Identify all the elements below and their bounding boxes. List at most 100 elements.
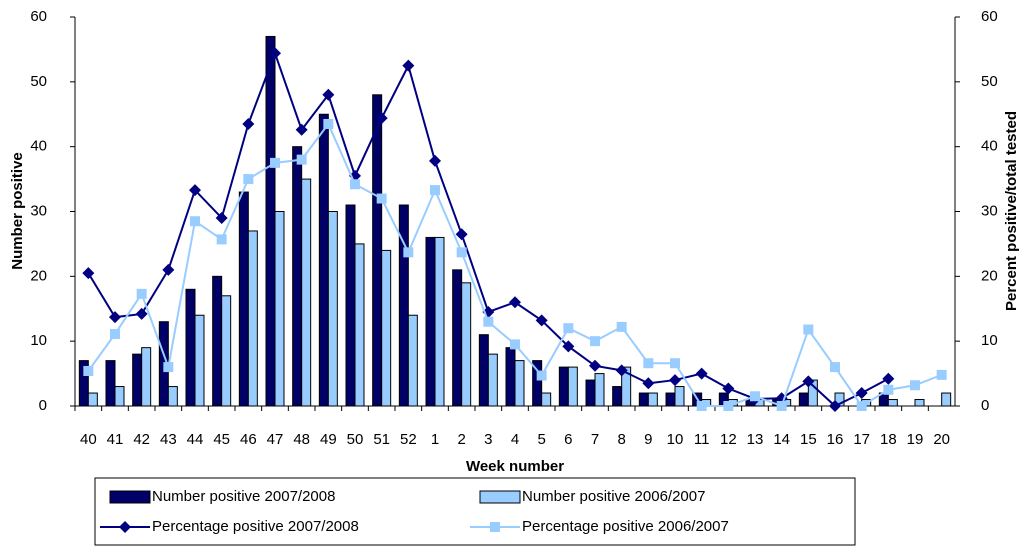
y-tick-label: 50 [30, 73, 47, 90]
point [590, 336, 600, 347]
bar [372, 94, 383, 407]
y2-tick-label: 30 [981, 202, 998, 219]
point [269, 47, 281, 60]
bar [612, 386, 623, 407]
point [162, 263, 175, 276]
point [643, 358, 654, 369]
x-tick-label: 2 [457, 431, 465, 448]
x-tick-label: 6 [564, 431, 572, 448]
bar [78, 360, 89, 407]
x-axis-label: Week number [466, 458, 564, 475]
x-tick-label: 8 [617, 431, 625, 448]
point [376, 193, 387, 204]
bar [674, 386, 685, 407]
bar [505, 347, 516, 407]
bar [914, 399, 925, 407]
x-tick-label: 13 [747, 431, 764, 448]
y-axis-label: Number positive [9, 152, 26, 270]
point [402, 59, 415, 72]
x-tick-label: 14 [773, 431, 790, 448]
bar [247, 230, 258, 407]
x-tick-label: 43 [160, 431, 177, 448]
point [563, 323, 574, 334]
bar [478, 334, 489, 407]
point [642, 377, 655, 390]
point [82, 267, 95, 280]
point [830, 362, 840, 373]
bar [345, 204, 356, 407]
x-tick-label: 50 [347, 431, 364, 448]
point [483, 316, 494, 327]
x-tick-label: 5 [537, 431, 545, 448]
point [616, 321, 627, 332]
bar [105, 360, 116, 407]
bar [221, 295, 232, 407]
point [696, 401, 707, 411]
point [323, 118, 334, 129]
bar [318, 113, 329, 407]
y-tick-label: 0 [39, 397, 47, 414]
bar [647, 392, 658, 407]
x-tick-label: 49 [320, 431, 337, 448]
point [615, 364, 628, 377]
point [855, 387, 868, 400]
x-tick-label: 40 [80, 431, 97, 448]
bar [381, 249, 392, 407]
x-tick-label: 17 [853, 431, 870, 448]
y2-axis-label: Percent positive/total tested [1003, 111, 1020, 311]
y2-tick-label: 60 [981, 8, 998, 25]
bar [514, 360, 525, 407]
point [350, 179, 360, 190]
point [829, 400, 841, 412]
point [295, 123, 308, 136]
x-tick-label: 45 [213, 431, 230, 448]
bar [167, 386, 178, 407]
y2-tick-label: 50 [981, 73, 998, 90]
bar [301, 178, 312, 407]
legend-box [94, 477, 856, 546]
point [215, 211, 228, 224]
bar [487, 353, 498, 407]
legend-swatch [109, 490, 151, 504]
point [189, 184, 201, 197]
x-tick-label: 4 [511, 431, 519, 448]
point [856, 401, 867, 411]
bar [114, 386, 125, 407]
legend-label: Percentage positive 2006/2007 [522, 518, 729, 535]
point [456, 247, 467, 258]
x-tick-label: 20 [933, 431, 950, 448]
bar [327, 211, 338, 407]
point [722, 382, 735, 395]
bar [434, 236, 445, 407]
bar [941, 392, 952, 407]
point [669, 374, 681, 387]
bar [594, 373, 605, 407]
point [510, 339, 520, 350]
point [109, 311, 121, 324]
point [750, 391, 760, 402]
x-tick-label: 19 [907, 431, 924, 448]
y2-tick-label: 0 [981, 397, 989, 414]
x-tick-label: 48 [293, 431, 310, 448]
bar [541, 392, 552, 407]
y-tick-label: 40 [30, 138, 47, 155]
bar [621, 366, 632, 407]
y-tick-label: 20 [30, 267, 47, 284]
x-tick-label: 1 [431, 431, 439, 448]
bar [132, 353, 143, 407]
point [296, 154, 307, 165]
point [882, 372, 895, 385]
point [403, 247, 414, 258]
point [455, 228, 468, 241]
bar [425, 236, 436, 407]
point [535, 314, 548, 327]
point [190, 216, 200, 227]
point [430, 185, 440, 196]
bar [265, 35, 276, 407]
bar [212, 275, 223, 407]
point [135, 307, 148, 320]
point [243, 174, 254, 185]
legend-label: Percentage positive 2007/2008 [152, 518, 359, 535]
x-tick-label: 11 [694, 431, 710, 448]
